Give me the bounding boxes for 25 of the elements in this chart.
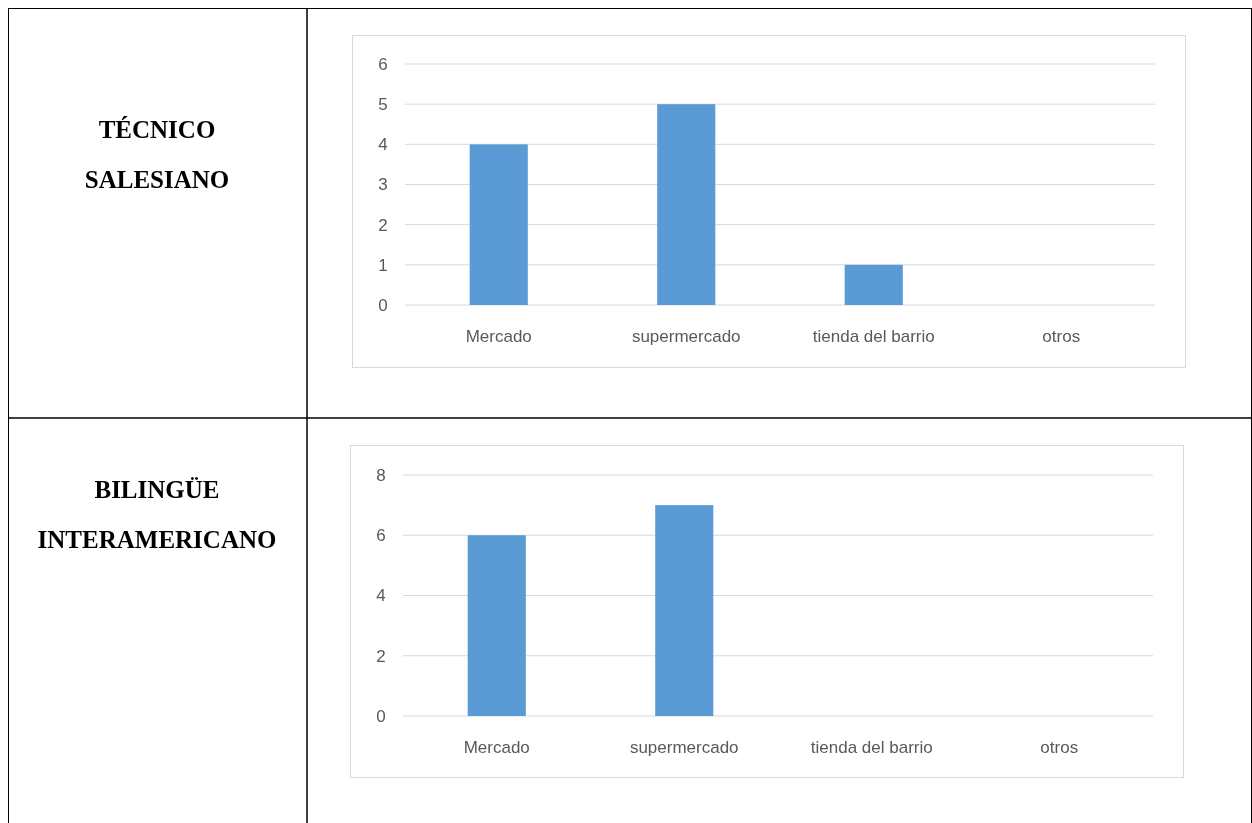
x-tick-label: supermercado [631,326,741,346]
bar [469,144,528,305]
text: TÉCNICO SALESIANO [84,116,230,193]
x-tick-label: tienda del barrio [810,737,933,757]
y-tick-label: 0 [376,706,386,726]
x-tick-label: tienda del barrio [812,326,935,346]
y-tick-label: 2 [376,646,386,666]
y-tick-label: 4 [376,586,386,606]
x-tick-label: Mercado [465,326,532,346]
y-tick-label: 8 [376,465,386,485]
x-tick-label: otros [1040,737,1079,757]
y-tick-label: 1 [378,255,388,275]
y-tick-label: 6 [378,54,388,74]
x-tick-label: otros [1042,326,1081,346]
bar [844,264,903,305]
y-tick-label: 6 [376,526,386,546]
y-tick-label: 0 [378,295,388,315]
y-tick-label: 3 [378,175,388,195]
y-tick-label: 4 [378,135,388,155]
bar [657,104,716,305]
x-tick-label: supermercado [629,737,739,757]
x-tick-label: Mercado [463,737,530,757]
y-tick-label: 2 [378,215,388,235]
y-tick-label: 5 [378,95,388,115]
text: BILINGÜE INTERAMERICANO [37,476,277,553]
